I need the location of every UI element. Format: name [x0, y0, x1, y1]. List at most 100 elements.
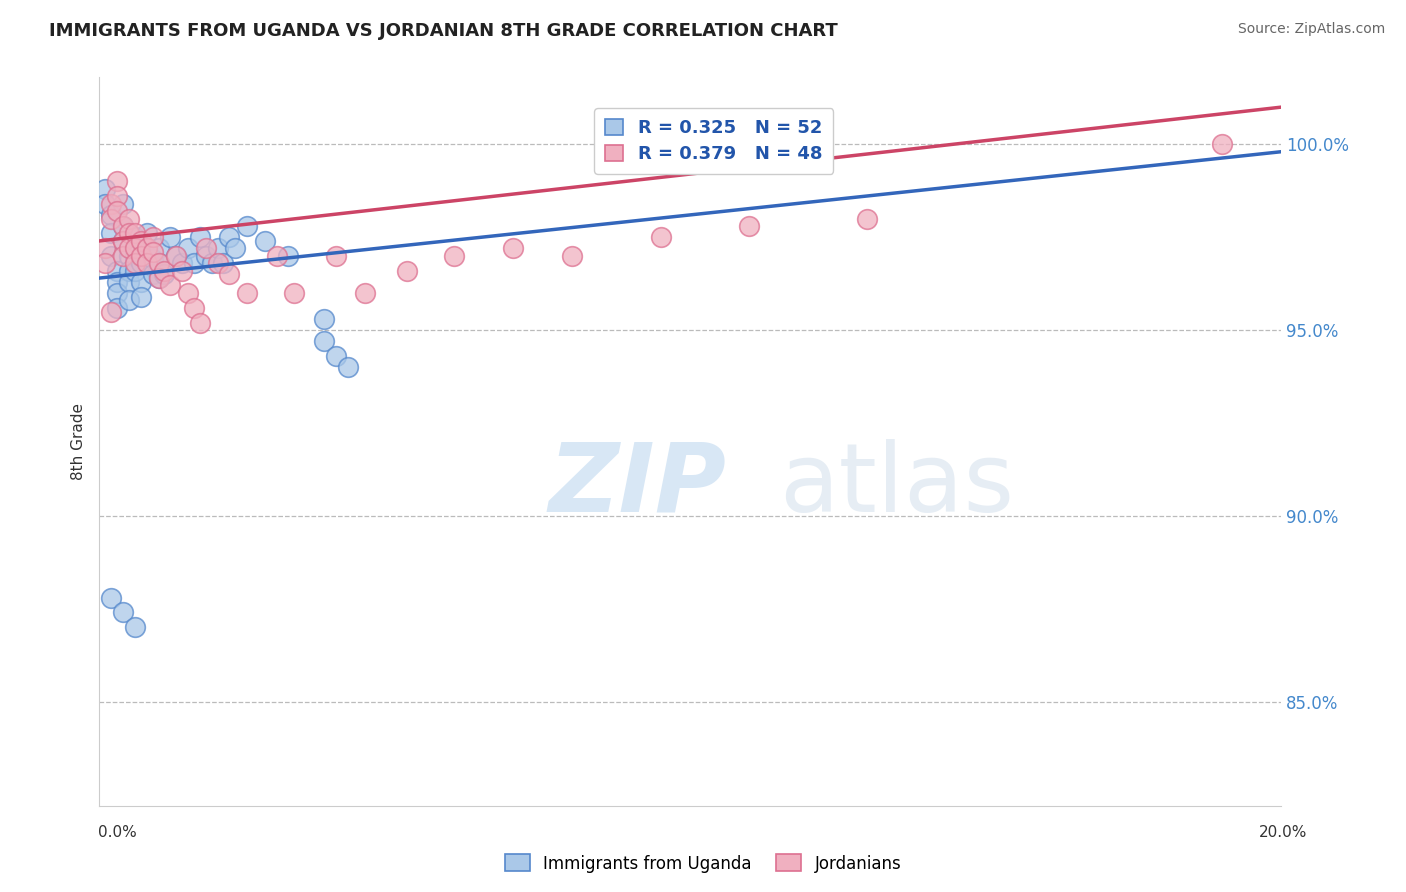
Point [105, 189, 128, 203]
Point [188, 316, 211, 330]
Point [129, 249, 152, 263]
Point [100, 304, 122, 318]
Point [135, 241, 157, 255]
Point [218, 268, 240, 282]
Point [194, 241, 217, 255]
Point [283, 285, 305, 300]
Point [112, 234, 135, 248]
Point [118, 227, 141, 241]
Point [112, 234, 135, 248]
Point [118, 241, 141, 255]
Text: atlas: atlas [779, 439, 1014, 532]
Point [177, 285, 200, 300]
Point [124, 230, 146, 244]
Point [124, 620, 146, 634]
Point [148, 271, 170, 285]
Point [94, 182, 117, 196]
Point [218, 230, 240, 244]
Point [153, 263, 176, 277]
Point [159, 278, 181, 293]
Point [253, 234, 276, 248]
Point [124, 227, 146, 241]
Point [100, 208, 122, 222]
Point [100, 249, 122, 263]
Point [94, 196, 117, 211]
Point [165, 249, 187, 263]
Legend: R = 0.325   N = 52, R = 0.379   N = 48: R = 0.325 N = 52, R = 0.379 N = 48 [595, 108, 834, 174]
Point [312, 334, 335, 349]
Point [266, 249, 288, 263]
Point [105, 301, 128, 315]
Point [142, 252, 165, 267]
Point [224, 241, 246, 255]
Point [277, 249, 299, 263]
Point [105, 285, 128, 300]
Point [194, 249, 217, 263]
Point [105, 275, 128, 289]
Point [336, 360, 359, 375]
Point [100, 591, 122, 605]
Point [112, 219, 135, 233]
Point [395, 263, 418, 277]
Point [135, 227, 157, 241]
Point [135, 241, 157, 255]
Point [129, 256, 152, 270]
Point [561, 249, 583, 263]
Y-axis label: 8th Grade: 8th Grade [72, 403, 86, 480]
Point [94, 241, 117, 255]
Point [159, 230, 181, 244]
Point [135, 256, 157, 270]
Point [148, 241, 170, 255]
Point [105, 204, 128, 219]
Point [124, 263, 146, 277]
Point [188, 230, 211, 244]
Point [105, 174, 128, 188]
Point [183, 256, 205, 270]
Point [118, 249, 141, 263]
Point [236, 285, 259, 300]
Point [650, 230, 672, 244]
Point [172, 256, 194, 270]
Point [129, 275, 152, 289]
Point [312, 312, 335, 326]
Point [148, 256, 170, 270]
Point [112, 196, 135, 211]
Point [1211, 137, 1233, 152]
Point [118, 211, 141, 226]
Point [105, 263, 128, 277]
Point [129, 290, 152, 304]
Point [502, 241, 524, 255]
Point [118, 275, 141, 289]
Point [354, 285, 377, 300]
Point [129, 234, 152, 248]
Point [118, 293, 141, 308]
Text: 0.0%: 0.0% [98, 825, 138, 840]
Point [153, 268, 176, 282]
Point [142, 245, 165, 260]
Text: 20.0%: 20.0% [1260, 825, 1308, 840]
Text: Source: ZipAtlas.com: Source: ZipAtlas.com [1237, 22, 1385, 37]
Point [94, 256, 117, 270]
Point [183, 301, 205, 315]
Point [738, 219, 761, 233]
Text: IMMIGRANTS FROM UGANDA VS JORDANIAN 8TH GRADE CORRELATION CHART: IMMIGRANTS FROM UGANDA VS JORDANIAN 8TH … [49, 22, 838, 40]
Point [124, 256, 146, 270]
Point [236, 219, 259, 233]
Point [207, 256, 229, 270]
Point [100, 211, 122, 226]
Point [443, 249, 465, 263]
Point [118, 263, 141, 277]
Point [142, 230, 165, 244]
Point [148, 256, 170, 270]
Point [212, 256, 235, 270]
Point [325, 349, 347, 363]
Point [148, 271, 170, 285]
Legend: Immigrants from Uganda, Jordanians: Immigrants from Uganda, Jordanians [498, 847, 908, 880]
Point [112, 219, 135, 233]
Point [142, 268, 165, 282]
Point [124, 241, 146, 255]
Point [172, 263, 194, 277]
Text: ZIP: ZIP [548, 439, 727, 532]
Point [112, 606, 135, 620]
Point [124, 249, 146, 263]
